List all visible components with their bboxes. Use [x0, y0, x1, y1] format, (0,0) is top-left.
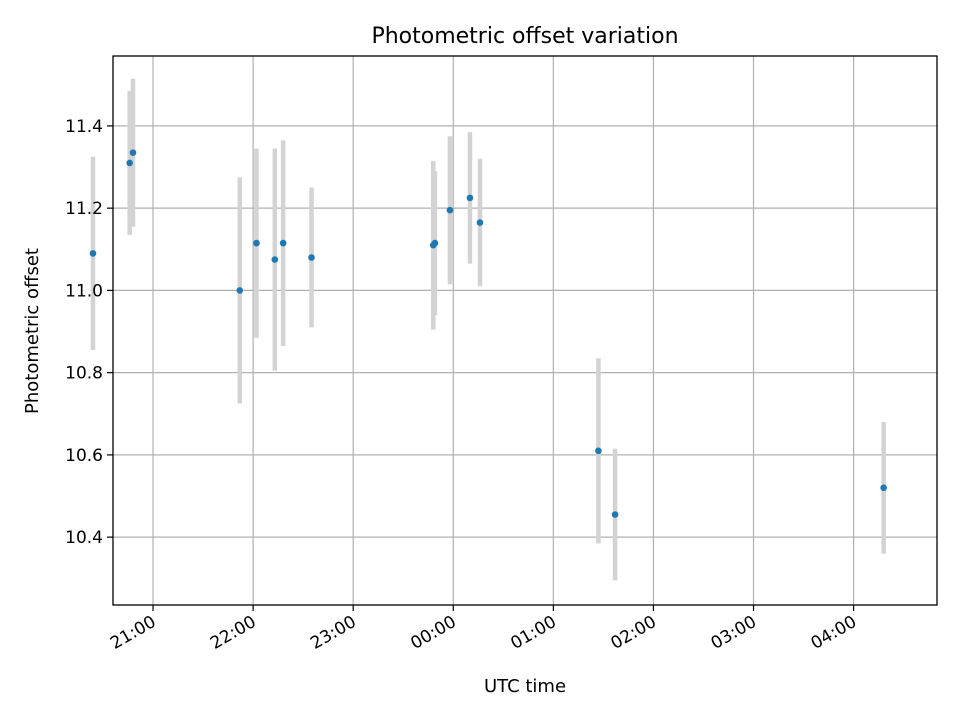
data-point [279, 239, 287, 247]
data-point [271, 256, 279, 263]
data-points [89, 149, 887, 518]
axis-ticks: 21:00 22:00 23:00 00:00 01:00 02:00 03:00 04:00… [65, 117, 860, 654]
x-tick-label: 03:00 [708, 612, 760, 654]
y-tick-label: 11.0 [65, 281, 103, 301]
y-tick-label: 11.4 [65, 117, 103, 137]
error-bars [90, 78, 886, 581]
data-point [466, 194, 474, 202]
y-tick-label: 10.4 [65, 528, 103, 548]
x-tick-label: 00:00 [407, 612, 459, 654]
y-axis-label: Photometric offset [22, 248, 43, 414]
y-tick-label: 10.8 [65, 364, 103, 384]
data-point [308, 254, 315, 261]
x-tick-label: 23:00 [307, 612, 359, 654]
data-point [126, 159, 133, 167]
chart-title: Photometric offset variation [371, 24, 678, 49]
y-tick-label: 11.2 [65, 199, 103, 219]
x-tick-label: 21:00 [107, 612, 159, 654]
data-point [431, 239, 439, 247]
data-point [129, 149, 137, 156]
data-point [446, 206, 454, 214]
data-point [236, 287, 244, 294]
grid [113, 56, 937, 605]
x-tick-label: 22:00 [207, 612, 259, 654]
data-point [611, 511, 619, 518]
x-tick-label: 01:00 [507, 612, 559, 654]
data-point [253, 239, 260, 247]
data-point [595, 447, 602, 455]
x-tick-label: 02:00 [608, 612, 660, 654]
data-point [89, 250, 97, 257]
plot-frame [112, 55, 938, 606]
x-tick-label: 04:00 [808, 612, 860, 654]
y-tick-label: 10.6 [65, 446, 103, 466]
x-axis-label: UTC time [484, 676, 566, 697]
data-point [476, 219, 484, 226]
data-point [880, 484, 887, 492]
